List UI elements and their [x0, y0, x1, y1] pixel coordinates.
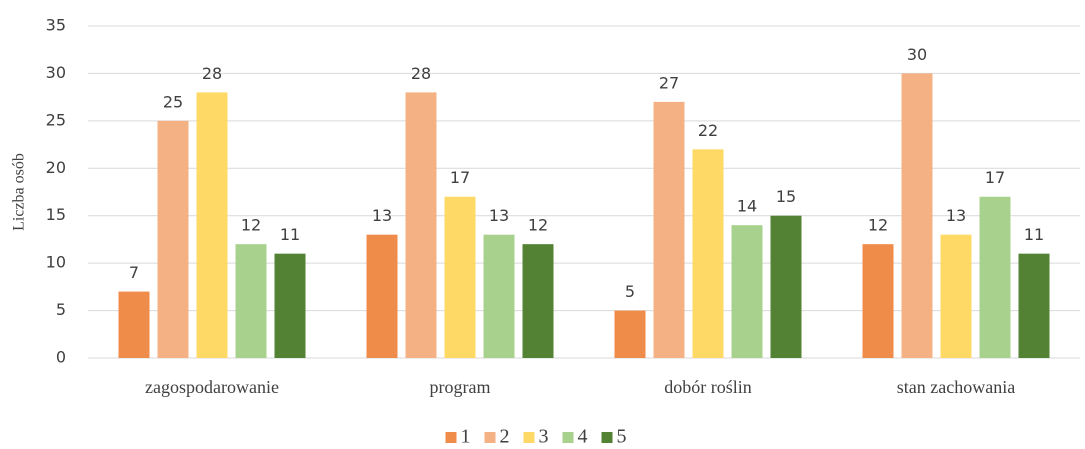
data-label: 17 [985, 168, 1005, 187]
y-tick-label: 35 [46, 16, 66, 35]
data-label: 28 [202, 64, 222, 83]
y-axis-label: Liczba osób [11, 153, 28, 231]
legend-label: 4 [578, 426, 588, 448]
bar [979, 196, 1011, 358]
data-label: 17 [450, 168, 470, 187]
x-tick-label: stan zachowania [897, 377, 1015, 397]
bar [653, 101, 685, 358]
bar [940, 234, 972, 358]
bar [274, 253, 306, 358]
data-label: 12 [241, 216, 261, 235]
x-tick-label: dobór roślin [664, 377, 752, 397]
legend-swatch [523, 432, 535, 443]
bar [118, 291, 150, 358]
bar [444, 196, 476, 358]
data-label: 22 [698, 121, 718, 140]
bar [522, 244, 554, 358]
data-label: 11 [1024, 225, 1044, 244]
data-label: 7 [129, 263, 139, 282]
data-label: 15 [776, 187, 796, 206]
legend-label: 2 [500, 426, 510, 448]
legend-swatch [601, 432, 613, 443]
bar [731, 225, 763, 358]
bar [614, 310, 646, 358]
x-tick-label: zagospodarowanie [145, 377, 279, 397]
y-tick-label: 30 [46, 63, 66, 82]
legend-swatch [562, 432, 574, 443]
legend-label: 3 [539, 426, 549, 448]
bar [405, 92, 437, 359]
y-tick-label: 25 [46, 110, 66, 129]
bar [157, 120, 189, 358]
bar [366, 234, 398, 358]
data-label: 30 [907, 45, 927, 64]
bar [483, 234, 515, 358]
data-label: 11 [280, 225, 300, 244]
x-tick-label: program [430, 377, 491, 397]
y-tick-label: 10 [46, 253, 66, 272]
bar [235, 244, 267, 358]
data-label: 27 [659, 73, 679, 92]
data-label: 13 [372, 206, 392, 225]
data-label: 13 [946, 206, 966, 225]
legend-swatch [484, 432, 496, 443]
legend-label: 5 [617, 426, 627, 448]
data-label: 13 [489, 206, 509, 225]
legend-swatch [445, 432, 457, 443]
data-label: 14 [737, 197, 757, 216]
y-tick-label: 0 [56, 348, 66, 367]
bar [901, 73, 933, 358]
bar [196, 92, 228, 359]
y-tick-label: 5 [56, 300, 66, 319]
bar [692, 149, 724, 358]
data-label: 12 [528, 216, 548, 235]
data-label: 5 [625, 282, 635, 301]
bar [770, 215, 802, 358]
data-label: 12 [868, 216, 888, 235]
data-label: 25 [163, 92, 183, 111]
bar [1018, 253, 1050, 358]
data-label: 28 [411, 64, 431, 83]
legend-label: 1 [461, 426, 471, 448]
y-tick-label: 15 [46, 205, 66, 224]
bar [862, 244, 894, 358]
y-tick-label: 20 [46, 158, 66, 177]
